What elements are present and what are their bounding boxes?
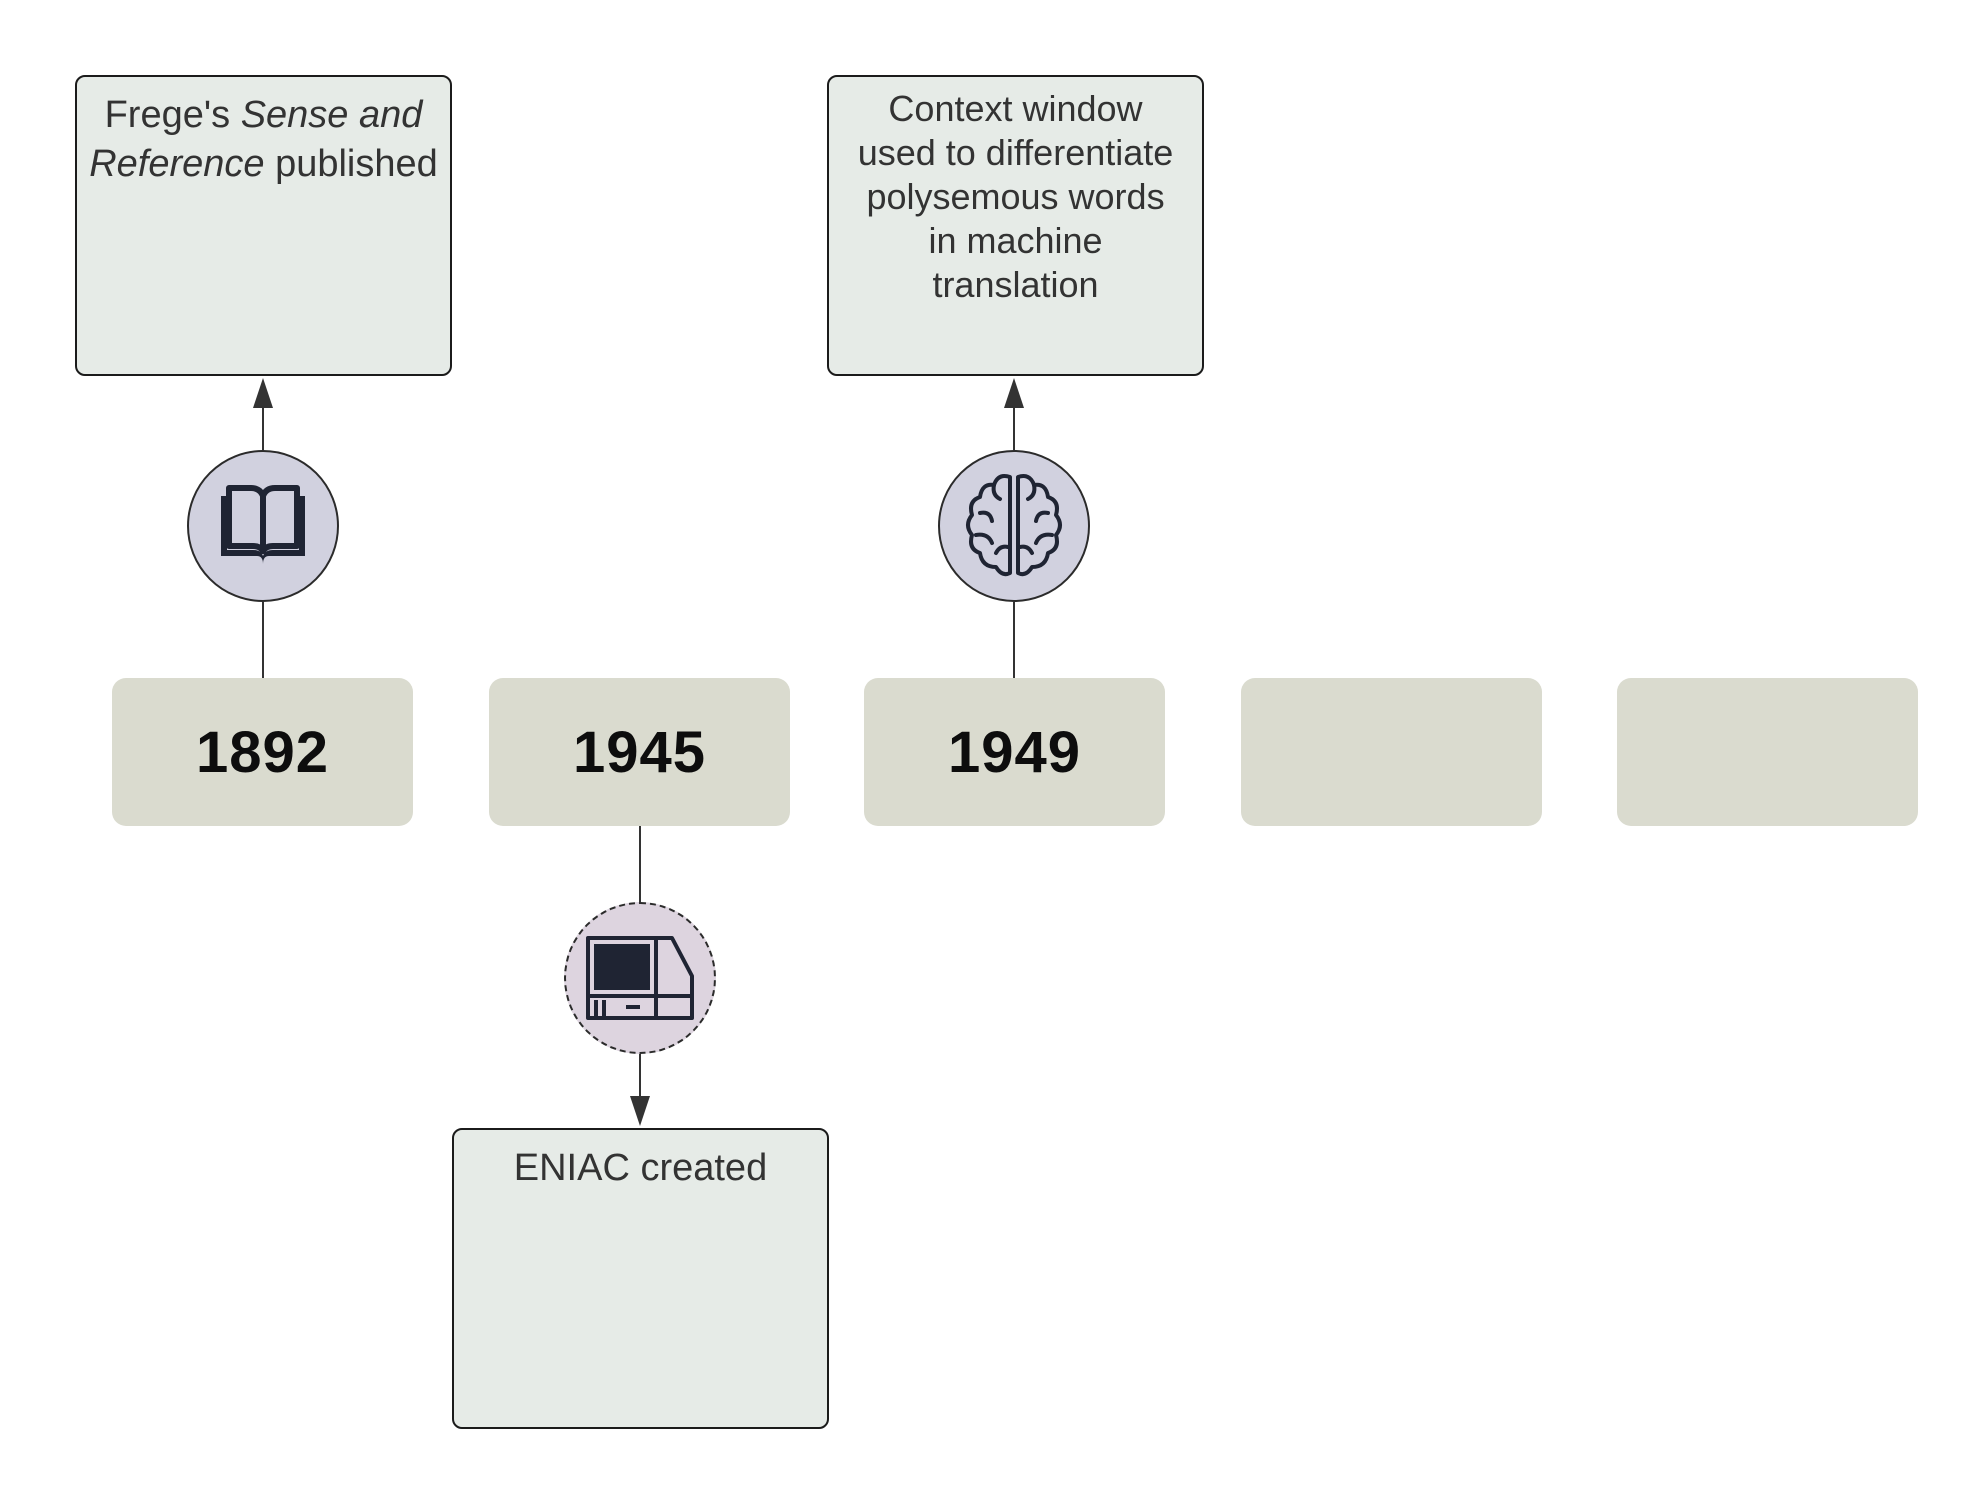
icon-circle-1949 bbox=[938, 450, 1090, 602]
year-box-1949: 1949 bbox=[864, 678, 1165, 826]
arrowhead-1945 bbox=[630, 1096, 650, 1126]
event-text-1892-start: Frege's bbox=[104, 94, 241, 136]
arrowhead-1892 bbox=[253, 378, 273, 408]
year-box-1892: 1892 bbox=[112, 678, 413, 826]
year-label-1949: 1949 bbox=[947, 719, 1082, 785]
icon-circle-1892 bbox=[187, 450, 339, 602]
year-label-1892: 1892 bbox=[195, 719, 330, 785]
arrowhead-1949 bbox=[1004, 378, 1024, 408]
event-text-1945: ENIAC created bbox=[513, 1147, 768, 1189]
event-box-1945: ENIAC created bbox=[452, 1128, 829, 1429]
event-text-1949: Context window used to differentiate pol… bbox=[857, 88, 1174, 305]
brain-icon bbox=[966, 474, 1062, 577]
computer-terminal-icon bbox=[586, 936, 694, 1020]
open-book-icon bbox=[221, 485, 305, 564]
event-text-1892-end: published bbox=[264, 143, 438, 185]
event-box-1892: Frege's Sense and Reference published bbox=[75, 75, 452, 376]
icon-circle-1945 bbox=[564, 902, 716, 1054]
event-box-1949: Context window used to differentiate pol… bbox=[827, 75, 1204, 376]
year-label-1945: 1945 bbox=[572, 719, 707, 785]
year-box-empty-1 bbox=[1241, 678, 1542, 826]
year-box-empty-2 bbox=[1617, 678, 1918, 826]
year-box-1945: 1945 bbox=[489, 678, 790, 826]
event-text-1892-title: Sense and Reference bbox=[89, 94, 423, 185]
